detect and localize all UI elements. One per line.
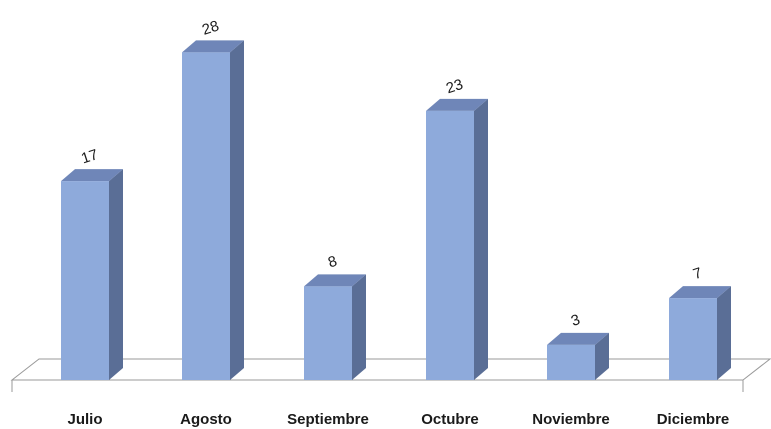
chart-floor xyxy=(10,358,771,392)
category-label: Agosto xyxy=(180,411,232,428)
bar-diciembre xyxy=(669,286,731,380)
bar-front-face xyxy=(61,181,109,380)
bar-side-face xyxy=(595,332,609,380)
bar-agosto xyxy=(182,40,244,381)
data-label: 8 xyxy=(326,253,339,272)
bar-noviembre xyxy=(547,332,609,380)
bar-julio xyxy=(61,169,123,380)
bar-octubre xyxy=(426,98,488,381)
category-label: Septiembre xyxy=(287,411,369,428)
bar-side-face xyxy=(474,98,488,381)
bar-septiembre xyxy=(304,274,366,380)
bar-top-face xyxy=(426,98,488,111)
data-label: 3 xyxy=(569,311,582,330)
chart-bars xyxy=(61,40,731,381)
data-label: 17 xyxy=(79,146,100,167)
bar-top-face xyxy=(547,332,609,345)
category-label: Diciembre xyxy=(657,411,730,428)
bar-front-face xyxy=(426,110,474,381)
bar-front-face xyxy=(304,286,352,380)
bar-side-face xyxy=(109,169,123,380)
bar-top-face xyxy=(304,274,366,287)
category-axis-labels: Julio Agosto Septiembre Octubre Noviembre Dic… xyxy=(67,411,729,428)
category-label: Julio xyxy=(67,411,102,428)
bar-front-face xyxy=(547,344,595,380)
data-label: 7 xyxy=(691,264,704,283)
bar-front-face xyxy=(182,52,230,381)
category-label: Octubre xyxy=(421,411,479,428)
bar-side-face xyxy=(230,40,244,381)
bar-top-face xyxy=(61,169,123,182)
bar-front-face xyxy=(669,298,717,380)
bar-side-face xyxy=(717,286,731,380)
data-labels: 17 28 8 23 3 7 xyxy=(79,17,704,330)
bar-top-face xyxy=(182,40,244,53)
data-label: 23 xyxy=(444,76,465,97)
data-label: 28 xyxy=(200,17,221,38)
floor-plane xyxy=(10,358,771,381)
category-label: Noviembre xyxy=(532,411,610,428)
bar-top-face xyxy=(669,286,731,299)
bar-side-face xyxy=(352,274,366,380)
